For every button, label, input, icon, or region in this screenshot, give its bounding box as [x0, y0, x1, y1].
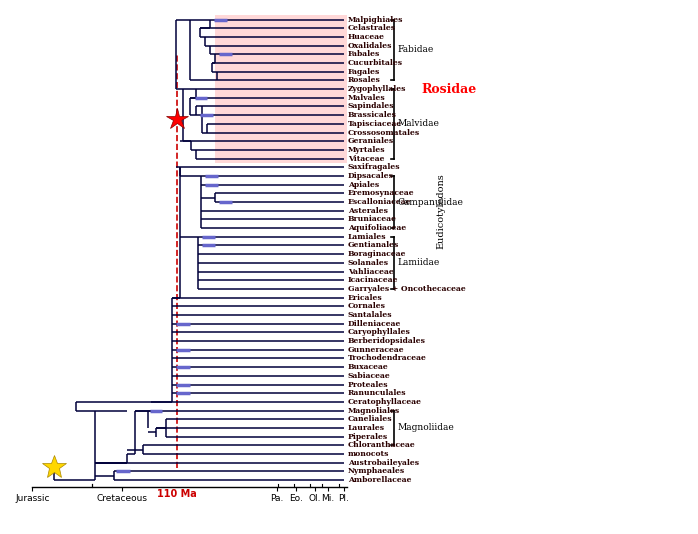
- Text: Chloranthaceae: Chloranthaceae: [348, 441, 415, 449]
- Text: Proteales: Proteales: [348, 381, 389, 389]
- Text: Lamiales: Lamiales: [348, 233, 387, 241]
- Text: Celastrales: Celastrales: [348, 24, 396, 32]
- Text: Sabiaceae: Sabiaceae: [348, 372, 391, 380]
- Text: Rosales: Rosales: [348, 76, 380, 84]
- Text: Cucurbitales: Cucurbitales: [348, 59, 403, 67]
- Text: 110 Ma: 110 Ma: [157, 489, 197, 499]
- Text: Escalloniaceae: Escalloniaceae: [348, 198, 411, 206]
- Text: Gunneraceae: Gunneraceae: [348, 345, 405, 354]
- Text: Saxifragales: Saxifragales: [348, 163, 401, 171]
- Text: Dilleniaceae: Dilleniaceae: [348, 320, 401, 328]
- Text: Malpighiales: Malpighiales: [348, 15, 403, 23]
- Text: Geraniales: Geraniales: [348, 137, 394, 145]
- Text: Vitaceae: Vitaceae: [348, 154, 385, 162]
- Text: Fabidae: Fabidae: [398, 45, 434, 54]
- Text: Icacinaceae: Icacinaceae: [348, 276, 399, 284]
- Text: Solanales: Solanales: [348, 259, 389, 267]
- Text: Oxalidales: Oxalidales: [348, 42, 392, 50]
- Text: Lamiidae: Lamiidae: [398, 258, 440, 268]
- Text: Gentianales: Gentianales: [348, 241, 399, 249]
- Text: Eremosynaceae: Eremosynaceae: [348, 190, 415, 198]
- Text: Amborellaceae: Amborellaceae: [348, 476, 411, 484]
- Text: Boraginaceae: Boraginaceae: [348, 250, 406, 258]
- Text: Magnoliidae: Magnoliidae: [398, 423, 454, 433]
- Text: Ranunculales: Ranunculales: [348, 389, 406, 397]
- Text: Malvales: Malvales: [348, 94, 385, 102]
- Text: Huaceae: Huaceae: [348, 33, 385, 41]
- Text: Fabales: Fabales: [348, 50, 380, 58]
- Text: monocots: monocots: [348, 450, 389, 458]
- Text: Campanulidae: Campanulidae: [398, 198, 463, 207]
- Text: Caneliales: Caneliales: [348, 415, 392, 423]
- Text: Trochodendraceae: Trochodendraceae: [348, 355, 426, 363]
- Bar: [216, 15, 363, 163]
- Text: Tapisciaceae: Tapisciaceae: [348, 120, 402, 128]
- Text: Aquifoliaceae: Aquifoliaceae: [348, 224, 406, 232]
- Text: Nymphaeales: Nymphaeales: [348, 467, 405, 475]
- Text: Magnoliales: Magnoliales: [348, 406, 400, 414]
- Text: Crossosomatales: Crossosomatales: [348, 129, 420, 137]
- Text: Asterales: Asterales: [348, 207, 388, 215]
- Text: Laurales: Laurales: [348, 424, 385, 432]
- Text: Austrobaileyales: Austrobaileyales: [348, 459, 419, 467]
- Text: Sapindales: Sapindales: [348, 103, 394, 111]
- Text: Caryophyllales: Caryophyllales: [348, 328, 410, 336]
- Text: Zygophyllales: Zygophyllales: [348, 85, 406, 93]
- Text: Dipsacales: Dipsacales: [348, 172, 394, 180]
- Text: Eudicotyledons: Eudicotyledons: [436, 173, 445, 249]
- Text: Rosidae: Rosidae: [421, 83, 477, 96]
- Text: Santalales: Santalales: [348, 311, 392, 319]
- Text: Vahliaceae: Vahliaceae: [348, 268, 394, 276]
- Text: Cornales: Cornales: [348, 302, 386, 310]
- Text: Bruniaceae: Bruniaceae: [348, 215, 397, 223]
- Text: Malvidae: Malvidae: [398, 119, 440, 128]
- Text: Myrtales: Myrtales: [348, 146, 385, 154]
- Text: Apiales: Apiales: [348, 180, 379, 189]
- Text: Ericales: Ericales: [348, 294, 383, 302]
- Text: Buxaceae: Buxaceae: [348, 363, 389, 371]
- Text: Garryales + Oncothecaceae: Garryales + Oncothecaceae: [348, 285, 466, 293]
- Text: Ceratophyllaceae: Ceratophyllaceae: [348, 398, 422, 406]
- Text: Berberidopsidales: Berberidopsidales: [348, 337, 426, 345]
- Text: Piperales: Piperales: [348, 433, 388, 441]
- Text: Brassicales: Brassicales: [348, 111, 397, 119]
- Text: Fagales: Fagales: [348, 68, 380, 76]
